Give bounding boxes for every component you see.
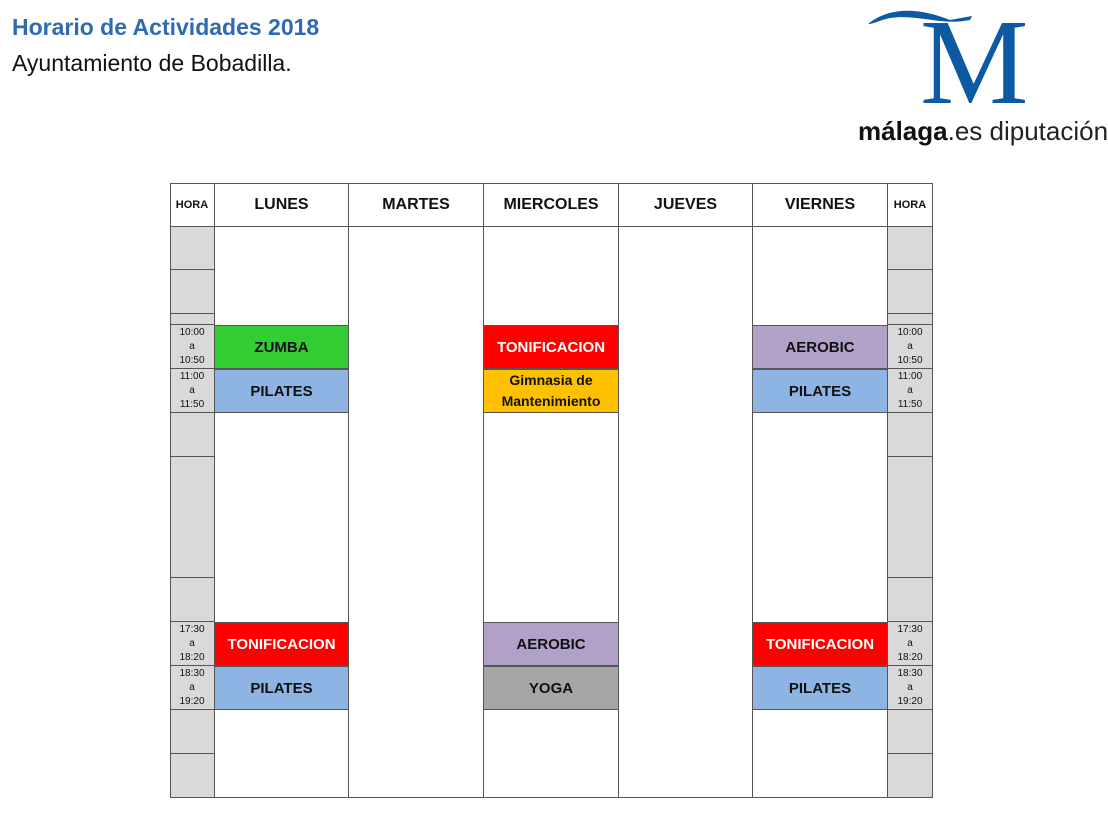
time-slot-left xyxy=(170,227,215,270)
schedule-table: HORA HORA LUNES MARTES MIERCOLES JUEVES VIERNE… xyxy=(170,183,933,798)
time-slot-left: 11:00 a 11:50 xyxy=(170,369,215,413)
hora-header-right: HORA xyxy=(888,183,933,227)
time-slot-left xyxy=(170,314,215,325)
time-slot-right xyxy=(888,314,933,325)
hora-header-left: HORA xyxy=(170,183,215,227)
time-slot-left: 18:30 a 19:20 xyxy=(170,666,215,710)
time-slot-right xyxy=(888,578,933,622)
time-slot-left xyxy=(170,710,215,754)
time-slot-left: 10:00 a 10:50 xyxy=(170,325,215,369)
time-slot-right xyxy=(888,413,933,457)
logo-letter: M xyxy=(920,0,1029,130)
diputacion-malaga-logo: M málaga.es diputación xyxy=(850,2,1108,151)
logo-swoosh-icon xyxy=(868,10,972,24)
page-title: Horario de Actividades 2018 xyxy=(12,14,320,40)
day-column xyxy=(484,227,619,798)
time-slot-left: 17:30 a 18:20 xyxy=(170,622,215,666)
activity-cell: PILATES xyxy=(753,666,888,710)
time-slot-right xyxy=(888,227,933,270)
logo-text: málaga.es diputación xyxy=(858,116,1108,146)
day-header-miercoles: MIERCOLES xyxy=(484,183,619,227)
activity-cell: TONIFICACION xyxy=(484,325,619,369)
day-column xyxy=(349,227,484,798)
activity-cell: PILATES xyxy=(753,369,888,413)
day-header-lunes: LUNES xyxy=(215,183,349,227)
activity-cell: PILATES xyxy=(215,369,349,413)
day-column xyxy=(619,227,753,798)
activity-cell: TONIFICACION xyxy=(753,622,888,666)
activity-cell: ZUMBA xyxy=(215,325,349,369)
time-slot-right: 17:30 a 18:20 xyxy=(888,622,933,666)
time-slot-left xyxy=(170,754,215,798)
time-slot-right xyxy=(888,710,933,754)
time-slot-right xyxy=(888,754,933,798)
time-slot-right xyxy=(888,270,933,314)
day-header-viernes: VIERNES xyxy=(753,183,888,227)
time-slot-right xyxy=(888,457,933,578)
time-slot-left xyxy=(170,413,215,457)
day-column xyxy=(215,227,349,798)
day-column xyxy=(753,227,888,798)
activity-cell: Gimnasia de Mantenimiento xyxy=(484,369,619,413)
day-header-martes: MARTES xyxy=(349,183,484,227)
activity-cell: PILATES xyxy=(215,666,349,710)
time-slot-left xyxy=(170,578,215,622)
day-header-jueves: JUEVES xyxy=(619,183,753,227)
time-slot-right: 11:00 a 11:50 xyxy=(888,369,933,413)
activity-cell: TONIFICACION xyxy=(215,622,349,666)
time-slot-left xyxy=(170,457,215,578)
time-slot-right: 18:30 a 19:20 xyxy=(888,666,933,710)
activity-cell: AEROBIC xyxy=(753,325,888,369)
time-slot-left xyxy=(170,270,215,314)
activity-cell: AEROBIC xyxy=(484,622,619,666)
activity-cell: YOGA xyxy=(484,666,619,710)
time-slot-right: 10:00 a 10:50 xyxy=(888,325,933,369)
page-subtitle: Ayuntamiento de Bobadilla. xyxy=(12,50,292,76)
